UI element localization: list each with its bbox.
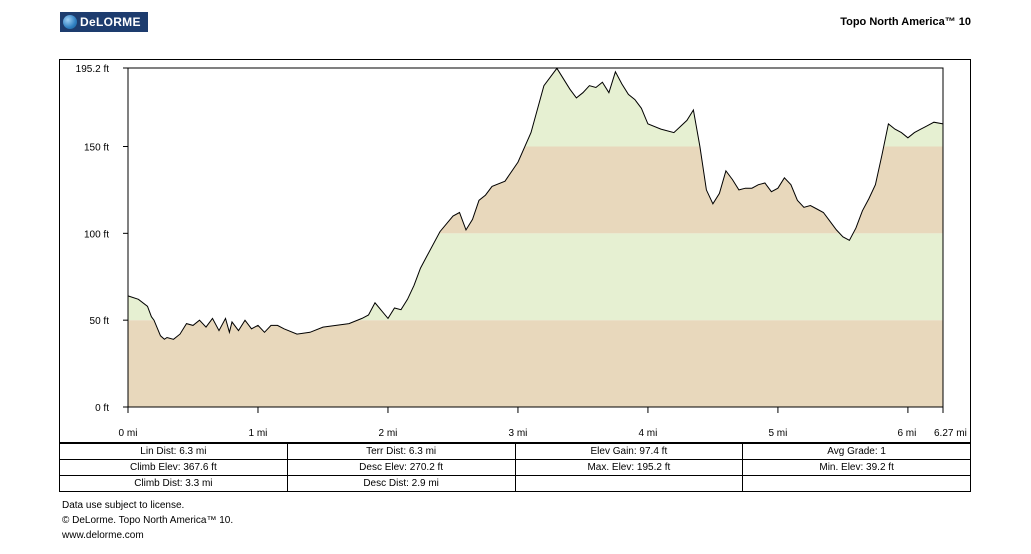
stat-cell	[742, 475, 971, 492]
logo-text: DeLORME	[80, 15, 141, 29]
elevation-bands	[128, 68, 943, 407]
stat-cell: Lin Dist: 6.3 mi	[59, 443, 288, 460]
stat-cell: Max. Elev: 195.2 ft	[514, 459, 744, 476]
x-tick-label: 2 mi	[379, 428, 398, 439]
product-title: Topo North America™ 10	[840, 16, 971, 28]
footer: Data use subject to license. © DeLorme. …	[62, 498, 233, 543]
globe-icon	[63, 15, 77, 29]
elevation-band	[128, 233, 943, 321]
elevation-line	[127, 67, 944, 340]
elevation-band	[128, 320, 943, 407]
y-tick-label: 100 ft	[84, 229, 109, 240]
x-tick-label: 4 mi	[638, 428, 657, 439]
stat-cell: Climb Dist: 3.3 mi	[59, 475, 288, 492]
stat-cell: Climb Elev: 367.6 ft	[59, 459, 288, 476]
website-link: www.delorme.com	[62, 530, 144, 541]
y-tick-label: 0 ft	[95, 403, 109, 414]
stat-cell: Min. Elev: 39.2 ft	[742, 459, 971, 476]
delorme-logo: DeLORME	[60, 12, 148, 32]
stat-cell	[514, 475, 744, 492]
stat-cell: Avg Grade: 1	[742, 443, 971, 460]
stat-cell: Terr Dist: 6.3 mi	[286, 443, 516, 460]
stats-table: Lin Dist: 6.3 mi Terr Dist: 6.3 mi Elev Ga…	[59, 443, 971, 492]
x-tick-label: 0 mi	[119, 428, 138, 439]
y-tick-label: 50 ft	[90, 316, 110, 327]
elevation-band	[128, 146, 943, 234]
stats-row: Lin Dist: 6.3 mi Terr Dist: 6.3 mi Elev Ga…	[59, 443, 971, 460]
x-tick-label: 1 mi	[249, 428, 268, 439]
copyright: © DeLorme. Topo North America™ 10.	[62, 515, 234, 526]
stats-row: Climb Dist: 3.3 mi Desc Dist: 2.9 mi	[59, 475, 971, 492]
license-note: Data use subject to license.	[62, 500, 185, 511]
stat-cell: Desc Dist: 2.9 mi	[286, 475, 516, 492]
stat-cell: Elev Gain: 97.4 ft	[514, 443, 744, 460]
x-tick-label: 6.27 mi	[934, 428, 967, 439]
x-tick-label: 6 mi	[897, 428, 916, 439]
y-tick-label: 195.2 ft	[76, 64, 110, 75]
elevation-band	[128, 68, 943, 147]
x-tick-label: 5 mi	[768, 428, 787, 439]
stats-row: Climb Elev: 367.6 ft Desc Elev: 270.2 ft M…	[59, 459, 971, 476]
plot-border	[127, 67, 944, 408]
y-tick-label: 150 ft	[84, 142, 109, 153]
stat-cell: Desc Elev: 270.2 ft	[286, 459, 516, 476]
x-tick-label: 3 mi	[508, 428, 527, 439]
chart-frame	[59, 59, 971, 443]
